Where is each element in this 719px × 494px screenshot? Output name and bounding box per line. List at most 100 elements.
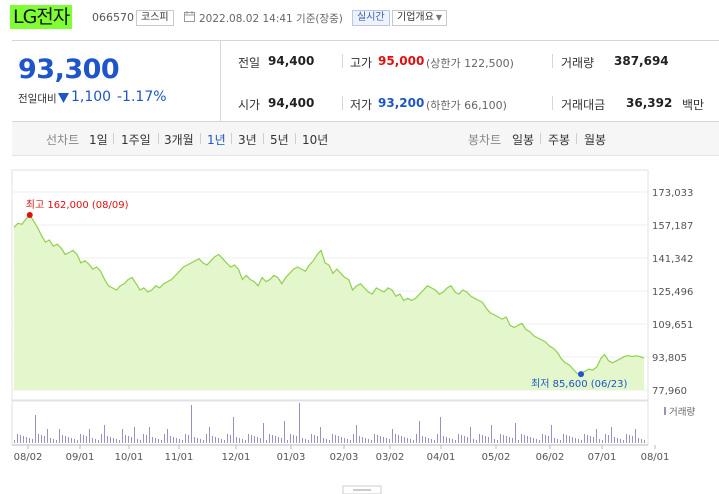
volume-bar [89,429,90,443]
volume-bar [329,440,330,443]
volume-bar [35,415,36,443]
y-tick-label: 93,805 [652,353,687,364]
price-chart[interactable]: 최고 162,000 (08/09) 최저 85,600 (06/23) 173,… [0,155,719,494]
realtime-badge[interactable]: 실시간 [352,10,390,26]
y-tick-label: 157,187 [652,221,693,232]
period-1y-button[interactable]: 1년 [207,133,226,147]
period-3m-button[interactable]: 3개월 [164,133,194,147]
volume-bar [455,440,456,443]
x-tick-label: 03/02 [376,452,405,463]
volume-bar [317,436,318,443]
period-separator [158,133,159,144]
volume-bar [416,434,417,443]
min-point [578,371,584,378]
period-5y-button[interactable]: 5년 [270,133,289,147]
volume-bar [542,434,543,443]
volume-bar [458,434,459,443]
volume-bar [59,429,60,443]
volume-bar [149,427,150,443]
volume-bar [251,435,252,443]
volume-bar [506,436,507,443]
low-value: 93,200 [378,96,425,110]
volume-bar [203,440,204,443]
volume-bar [377,435,378,443]
period-1d-button[interactable]: 1일 [89,133,108,147]
volume-bar [395,434,396,443]
volume-bar [101,434,102,443]
volume-bar [161,440,162,443]
volume-bar [359,436,360,443]
volume-bar [68,437,69,443]
volume-bar [272,435,273,443]
volume-bar [326,439,327,443]
company-info-button[interactable]: 기업개요 ▼ [392,10,447,26]
volume-bar [182,440,183,443]
volume-bar [527,436,528,443]
volume-bar [176,438,177,443]
volume-bar [596,429,597,443]
volume-bar [44,436,45,443]
trade-value-unit: 백만 [682,98,705,112]
volume-bar [197,438,198,443]
period-1w-button[interactable]: 1주일 [121,133,151,147]
price-area-fill [14,215,644,390]
volume-bar [311,434,312,443]
volume-bar [374,434,375,443]
volume-bar [26,437,27,443]
volume-label: 거래량 [561,56,595,70]
lower-limit: (하한가 66,100) [426,99,507,112]
volume-bar [104,425,105,443]
volume-value: 387,694 [614,54,669,68]
x-tick-label: 07/01 [588,452,617,463]
candle-daily-button[interactable]: 일봉 [512,133,535,147]
volume-bar [581,440,582,443]
x-tick-label: 12/01 [222,452,251,463]
period-separator [113,133,114,144]
volume-bar [521,434,522,443]
volume-bar [497,440,498,443]
volume-bar [245,440,246,443]
volume-bar [425,437,426,443]
y-tick-label: 77,960 [652,386,687,397]
volume-bar [362,437,363,443]
volume-bar [554,438,555,443]
volume-bar [320,427,321,443]
period-separator [295,133,296,144]
volume-bar [77,440,78,443]
candle-monthly-button[interactable]: 월봉 [584,133,607,147]
summary-divider [220,41,221,121]
volume-bar [119,440,120,443]
volume-bar [518,440,519,443]
volume-bar [293,435,294,443]
volume-bar [53,439,54,443]
volume-bar [113,438,114,443]
volume-bar [368,439,369,443]
volume-bar [392,429,393,443]
volume-bar [206,434,207,443]
volume-bar [575,438,576,443]
volume-bar [584,434,585,443]
volume-bar [440,417,441,443]
volume-bar [404,437,405,443]
period-3y-button[interactable]: 3년 [238,133,257,147]
period-10y-button[interactable]: 10년 [302,133,329,147]
volume-bar [569,436,570,443]
volume-bar [419,421,420,443]
volume-bar [533,438,534,443]
period-separator [576,133,577,144]
candle-chart-label: 봉차트 [468,133,502,147]
x-tick-label: 11/01 [165,452,194,463]
volume-bar [230,435,231,443]
candle-weekly-button[interactable]: 주봉 [548,133,571,147]
volume-bar [218,438,219,443]
volume-bar [599,439,600,443]
volume-bar [269,434,270,443]
volume-bar [266,440,267,443]
volume-bar [383,437,384,443]
volume-bar [476,440,477,443]
company-name[interactable]: LG전자 [10,5,73,29]
volume-bar [188,435,189,443]
volume-bar [512,438,513,443]
high-label: 고가 [350,56,373,70]
column-separator [342,96,343,110]
